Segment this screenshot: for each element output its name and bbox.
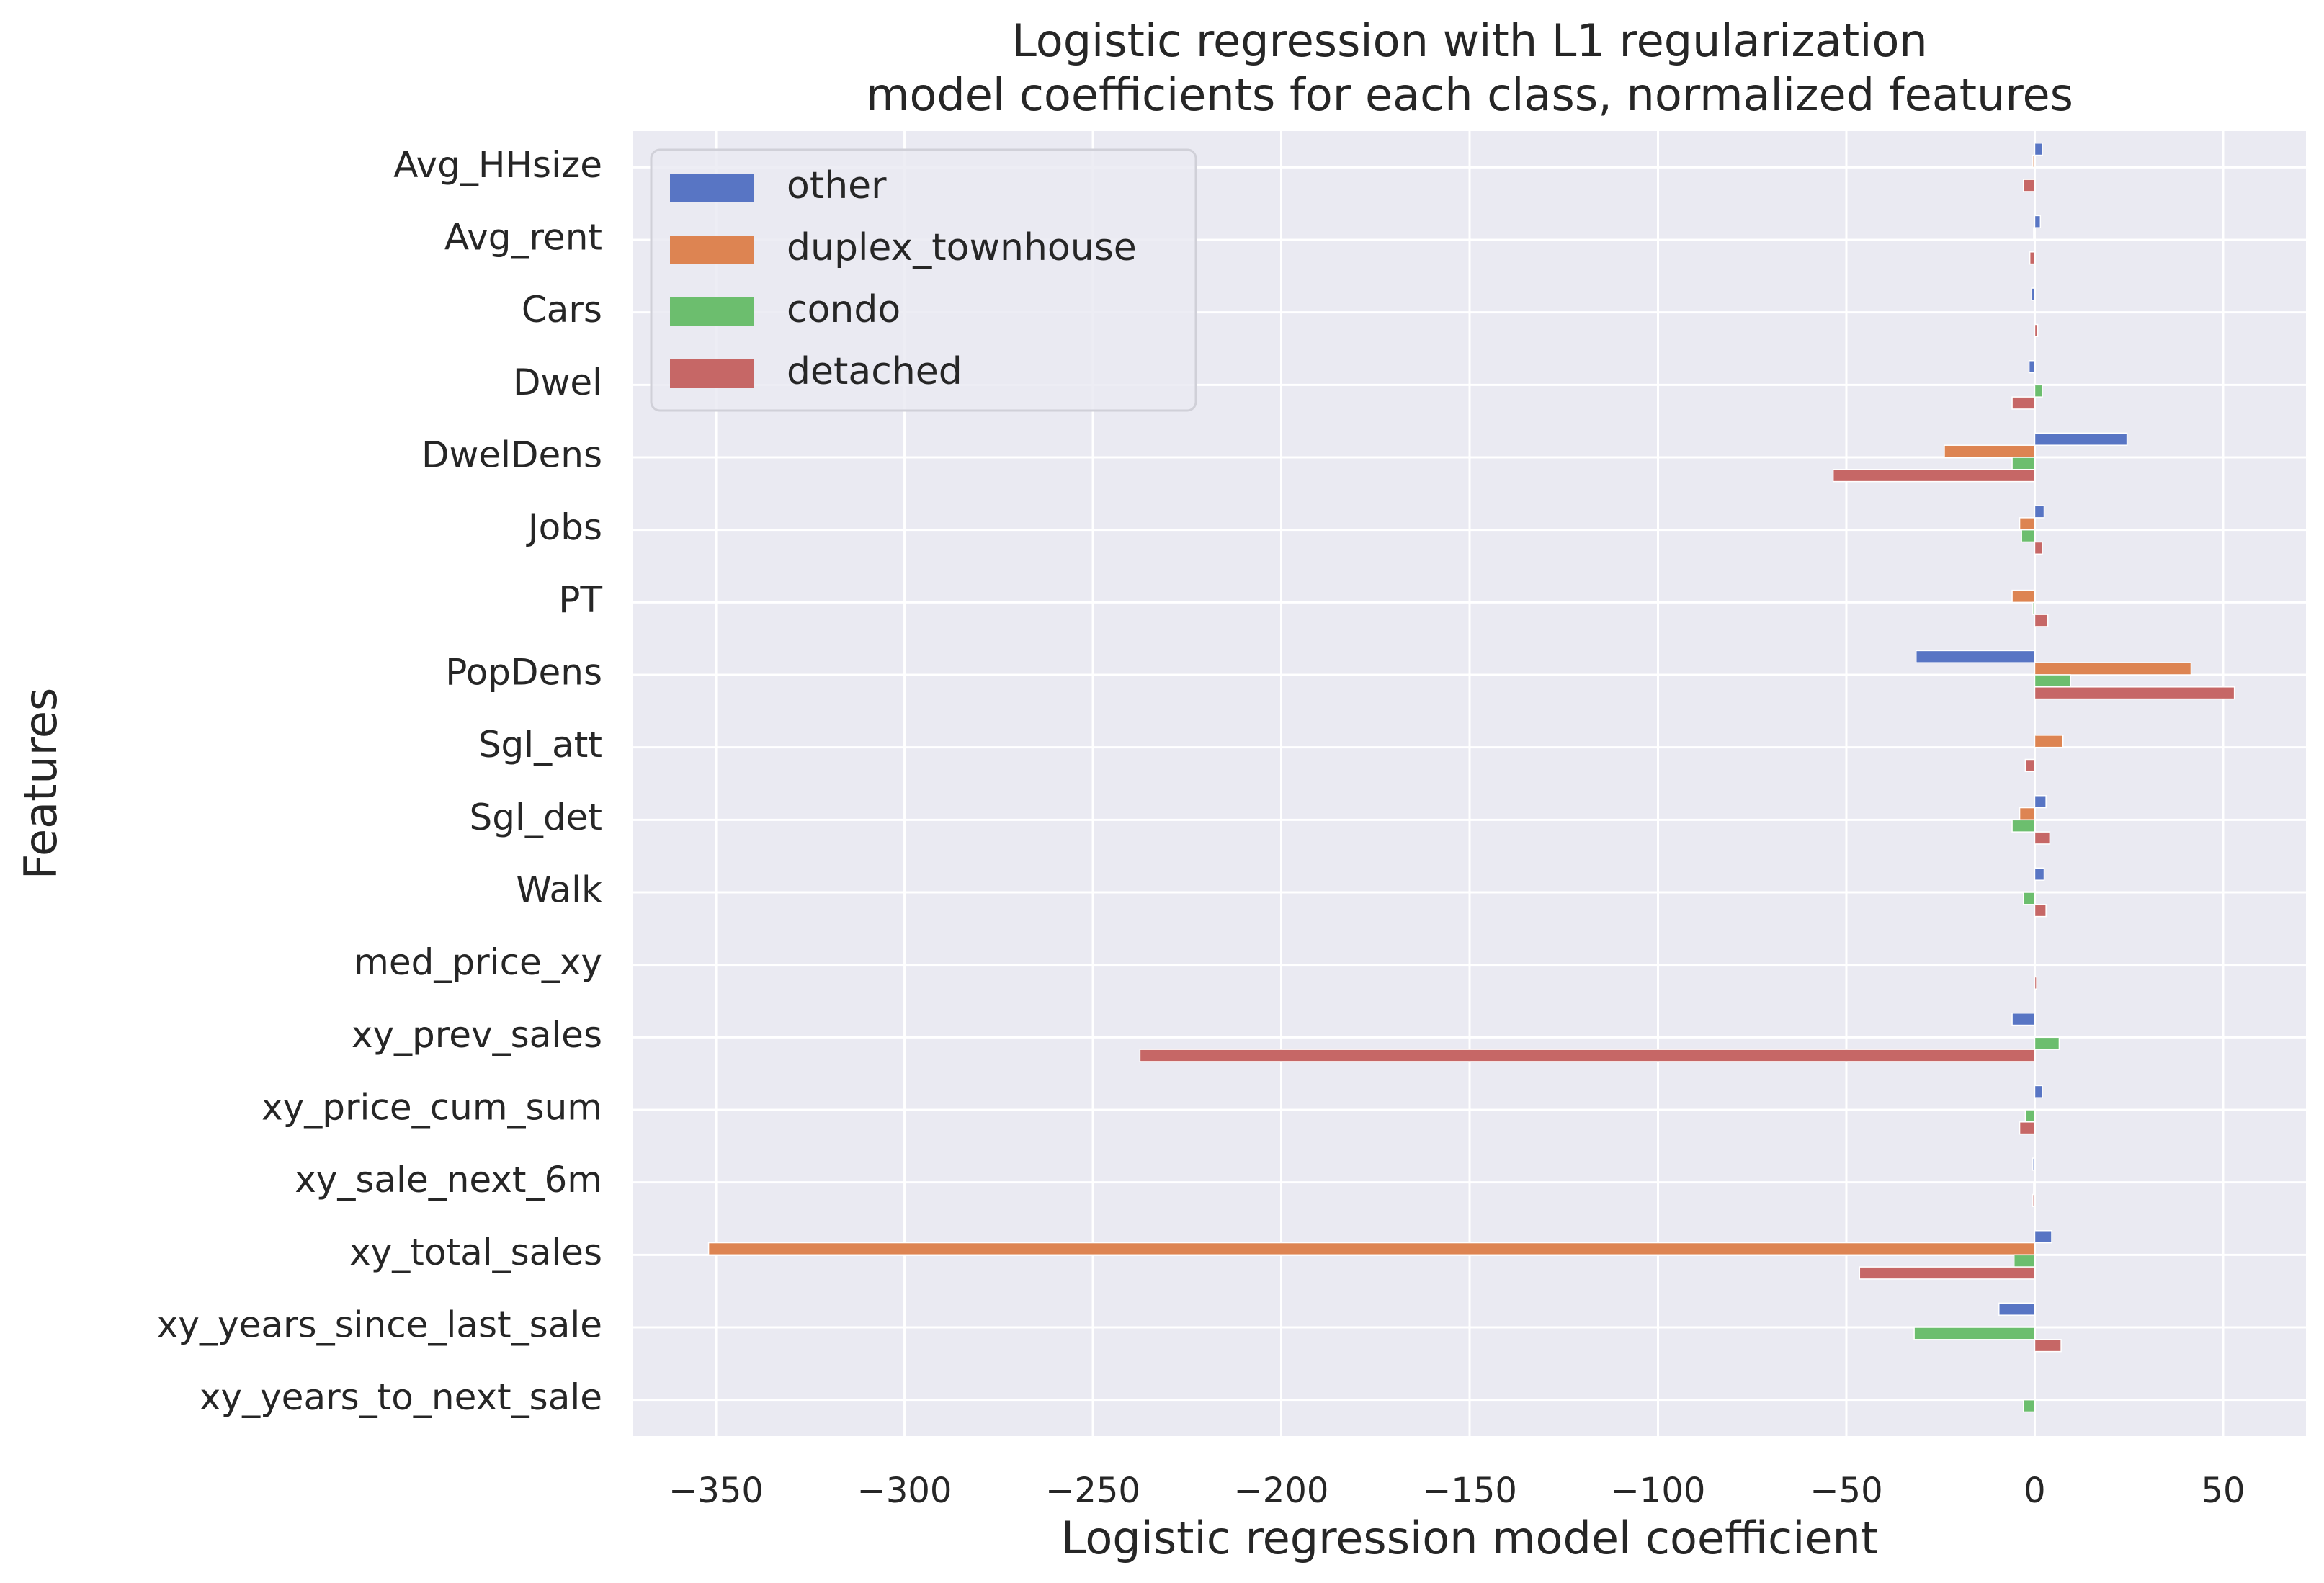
legend-label-detached: detached: [787, 350, 962, 393]
x-tick-label: −350: [669, 1471, 764, 1511]
bar-condo-xy_years_since_last_sale: [1913, 1327, 2036, 1340]
x-tick-label: 0: [2024, 1471, 2046, 1511]
bar-detached-Cars: [2034, 323, 2039, 338]
bar-other-xy_years_since_last_sale: [1998, 1302, 2036, 1316]
bar-detached-med_price_xy: [2034, 976, 2037, 990]
x-axis-title: Logistic regression model coefficient: [1061, 1512, 1878, 1564]
bar-detached-xy_years_since_last_sale: [2034, 1339, 2062, 1353]
x-tick-label: −100: [1611, 1471, 1706, 1511]
x-tick-label: −300: [857, 1471, 952, 1511]
bar-condo-xy_price_cum_sum: [2024, 1109, 2036, 1123]
bar-other-Avg_HHsize: [2034, 142, 2043, 156]
bar-other-Jobs: [2034, 505, 2045, 519]
y-tick-label: Jobs: [526, 506, 602, 548]
y-tick-label: Dwel: [513, 362, 602, 403]
x-tick-label: −150: [1422, 1471, 1517, 1511]
bar-duplex_townhouse-Jobs: [2019, 517, 2036, 531]
bar-duplex_townhouse-PT: [2011, 589, 2036, 604]
bar-detached-xy_price_cum_sum: [2019, 1121, 2036, 1135]
bar-detached-DwelDens: [1832, 469, 2036, 483]
y-tick-label: Avg_rent: [444, 217, 602, 259]
bar-duplex_townhouse-Sgl_det: [2019, 807, 2036, 821]
bar-detached-PT: [2034, 614, 2049, 627]
bar-detached-Sgl_att: [2024, 758, 2036, 773]
bars: [707, 142, 2235, 1413]
bar-condo-DwelDens: [2011, 457, 2036, 470]
bar-other-xy_price_cum_sum: [2034, 1085, 2043, 1098]
bar-condo-Walk: [2023, 892, 2036, 905]
bar-detached-xy_sale_next_6m: [2032, 1193, 2036, 1208]
legend-swatch-duplex_townhouse: [670, 236, 754, 264]
bar-duplex_townhouse-DwelDens: [1944, 444, 2036, 458]
y-tick-label: xy_years_to_next_sale: [200, 1376, 602, 1418]
x-tick-label: −250: [1045, 1471, 1140, 1511]
bar-condo-xy_sale_next_6m: [2033, 1181, 2036, 1196]
bar-other-Avg_rent: [2034, 215, 2042, 228]
bar-other-Dwel: [2028, 359, 2036, 374]
bar-other-xy_total_sales: [2034, 1229, 2052, 1244]
x-tick-label: 50: [2201, 1471, 2245, 1511]
bar-condo-Jobs: [2021, 529, 2036, 543]
bar-duplex_townhouse-Avg_HHsize: [2032, 154, 2036, 169]
y-tick-label: xy_prev_sales: [352, 1014, 602, 1056]
bar-detached-Walk: [2034, 904, 2047, 918]
y-tick-labels: Avg_HHsize Avg_rent Cars Dwel DwelDens Jobs PT…: [157, 144, 603, 1418]
y-tick-label: med_price_xy: [354, 941, 602, 983]
x-tick-label: −50: [1810, 1471, 1882, 1511]
y-tick-label: xy_total_sales: [349, 1232, 602, 1273]
x-tick-label: −200: [1234, 1471, 1329, 1511]
bar-duplex_townhouse-PopDens: [2034, 662, 2192, 676]
bar-other-DwelDens: [2034, 432, 2128, 446]
bar-other-Walk: [2034, 867, 2045, 881]
y-tick-label: Sgl_att: [478, 724, 602, 766]
bar-other-xy_prev_sales: [2011, 1012, 2036, 1026]
bar-other-Sgl_det: [2034, 794, 2047, 809]
bar-detached-Avg_HHsize: [2023, 179, 2036, 192]
y-tick-label: PT: [558, 579, 602, 621]
bar-detached-Jobs: [2034, 541, 2043, 555]
bar-duplex_townhouse-Avg_rent: [2033, 227, 2036, 241]
y-tick-label: DwelDens: [421, 434, 602, 476]
legend-swatch-other: [670, 174, 754, 202]
bar-condo-Sgl_det: [2011, 819, 2036, 833]
bar-other-Cars: [2031, 287, 2036, 301]
y-tick-label: xy_price_cum_sum: [262, 1087, 602, 1129]
bar-detached-Dwel: [2011, 396, 2036, 410]
y-axis-title: Features: [14, 688, 67, 880]
bar-condo-PT: [2032, 601, 2036, 615]
y-tick-label: xy_years_since_last_sale: [157, 1304, 602, 1346]
bar-condo-xy_total_sales: [2013, 1254, 2036, 1268]
bar-condo-xy_prev_sales: [2034, 1036, 2060, 1050]
y-tick-label: Avg_HHsize: [393, 144, 602, 186]
legend-swatch-condo: [670, 297, 754, 326]
chart-title-line-1: Logistic regression with L1 regularizati…: [1011, 14, 1927, 67]
bar-detached-Avg_rent: [2029, 251, 2036, 265]
bar-detached-xy_total_sales: [1859, 1266, 2036, 1280]
bar-detached-Sgl_det: [2034, 831, 2051, 845]
y-tick-label: xy_sale_next_6m: [295, 1159, 602, 1201]
legend-swatch-detached: [670, 359, 754, 388]
bar-condo-PopDens: [2034, 674, 2071, 688]
bar-condo-xy_years_to_next_sale: [2023, 1399, 2036, 1413]
y-tick-label: Sgl_det: [470, 797, 602, 838]
bar-duplex_townhouse-xy_total_sales: [707, 1242, 2036, 1256]
legend-box: [650, 148, 1197, 412]
legend-label-other: other: [787, 164, 887, 207]
y-tick-label: PopDens: [445, 652, 602, 694]
legend-label-duplex_townhouse: duplex_townhouse: [787, 226, 1137, 269]
bar-other-PopDens: [1915, 650, 2036, 663]
y-tick-label: Cars: [522, 289, 602, 331]
legend-label-condo: condo: [787, 288, 900, 331]
bar-detached-PopDens: [2034, 686, 2235, 700]
bar-condo-Dwel: [2034, 384, 2043, 398]
bar-detached-xy_prev_sales: [1139, 1049, 2036, 1062]
y-tick-label: Walk: [516, 869, 602, 911]
bar-other-xy_sale_next_6m: [2032, 1157, 2036, 1171]
x-tick-labels: −350 −300 −250 −200 −150 −100 −50 0 50: [669, 1471, 2245, 1511]
chart-title-line-2: model coefficients for each class, norma…: [866, 68, 2073, 121]
bar-duplex_townhouse-Sgl_att: [2034, 735, 2064, 748]
